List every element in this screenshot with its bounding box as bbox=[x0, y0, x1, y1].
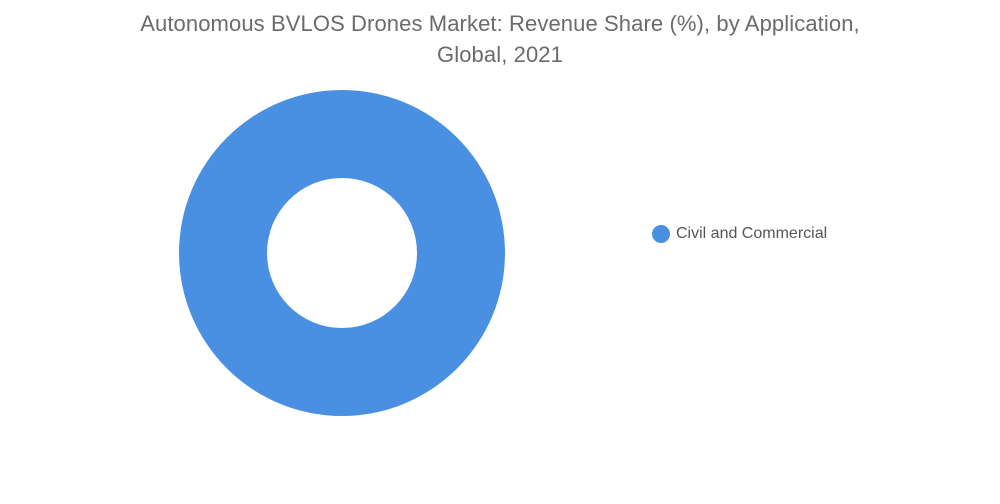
legend-swatch-civil-and-commercial bbox=[652, 225, 670, 243]
legend-label-civil-and-commercial: Civil and Commercial bbox=[676, 225, 828, 242]
donut-slice-civil-and-commercial bbox=[179, 90, 505, 416]
chart-legend: Civil and Commercial bbox=[652, 225, 827, 243]
chart-title-line-1: Autonomous BVLOS Drones Market: Revenue … bbox=[140, 11, 860, 36]
chart-title: Autonomous BVLOS Drones Market: Revenue … bbox=[100, 8, 900, 70]
chart-title-line-2: Global, 2021 bbox=[437, 42, 563, 67]
